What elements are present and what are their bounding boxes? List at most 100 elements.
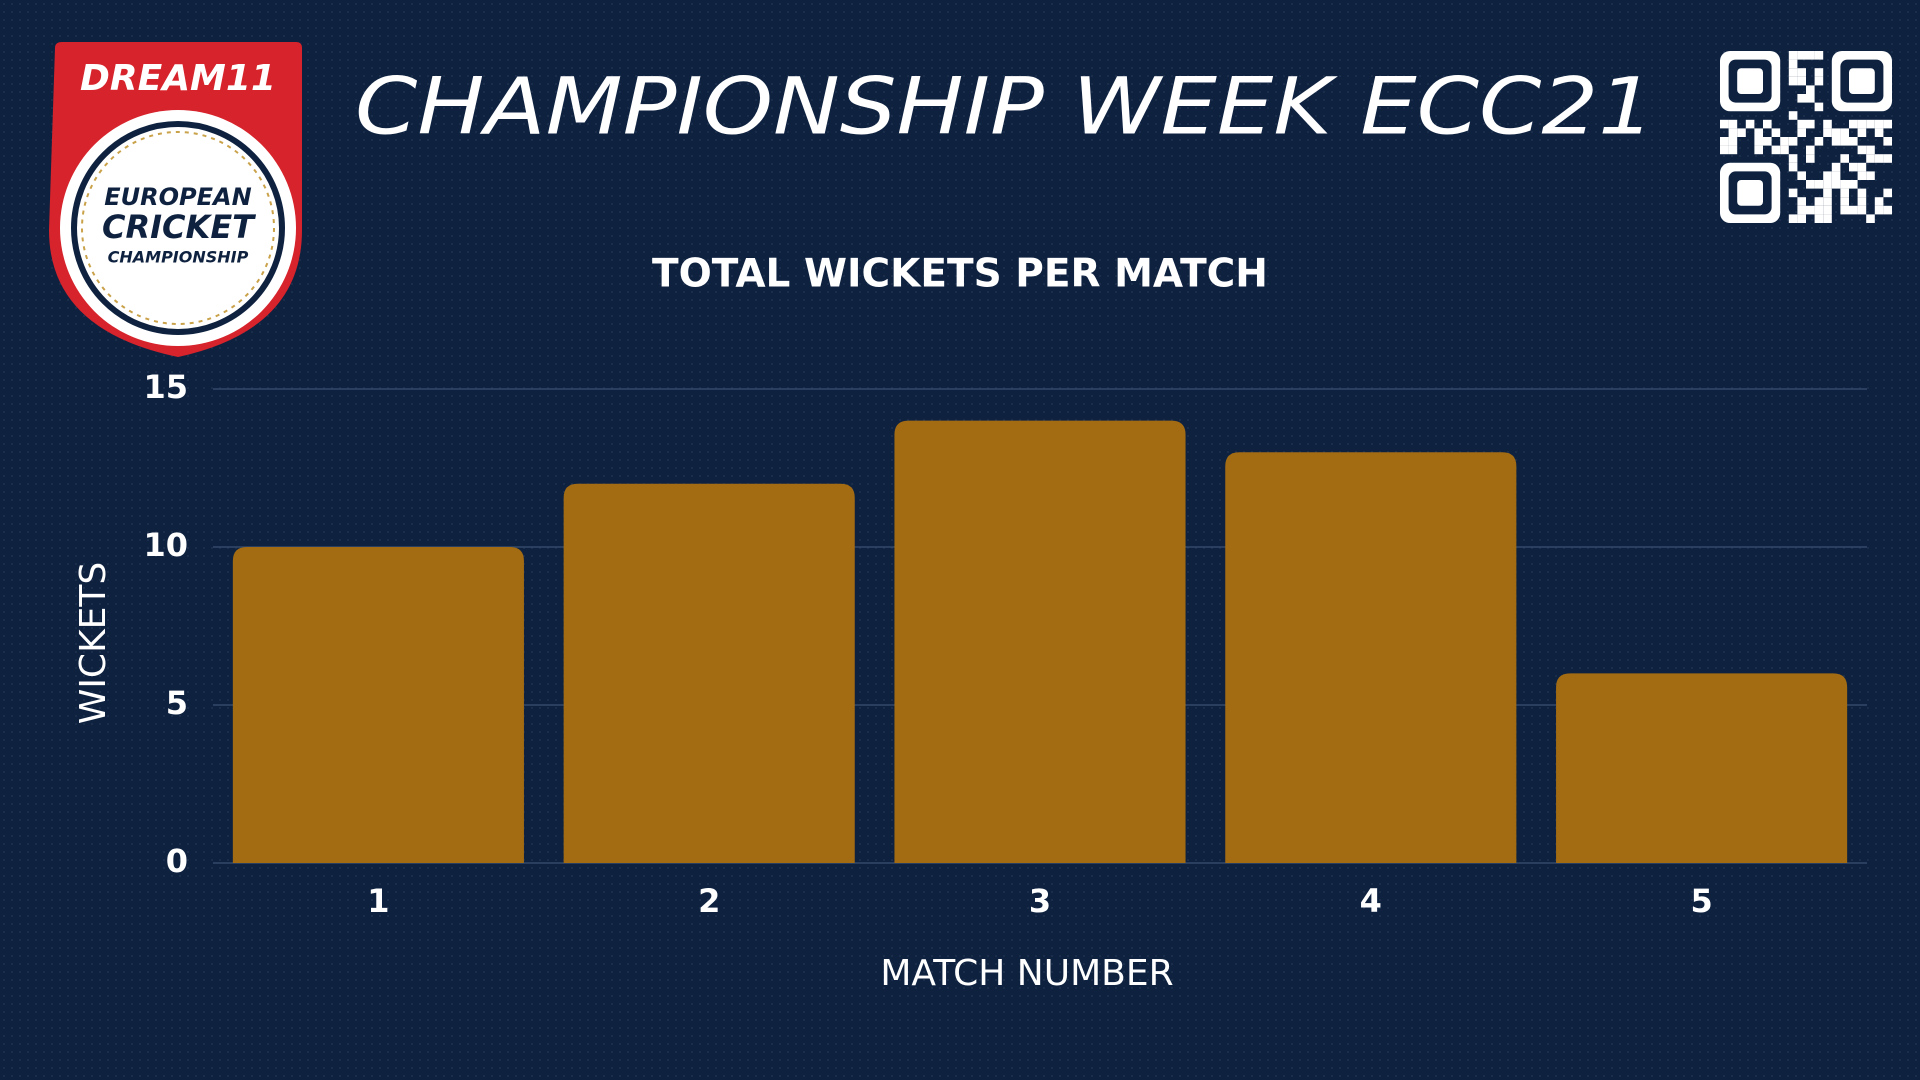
qr-module bbox=[1788, 68, 1798, 77]
qr-module bbox=[1857, 162, 1867, 172]
qr-module bbox=[1814, 51, 1824, 60]
y-tick-label: 15 bbox=[143, 368, 188, 406]
qr-module bbox=[1806, 85, 1815, 94]
qr-module bbox=[1806, 180, 1815, 189]
qr-module bbox=[1797, 214, 1806, 223]
qr-module bbox=[1771, 145, 1781, 155]
qr-finder bbox=[1737, 180, 1763, 206]
y-tick-label: 5 bbox=[166, 684, 188, 722]
qr-module bbox=[1720, 137, 1729, 146]
qr-module bbox=[1883, 188, 1892, 198]
qr-module bbox=[1728, 137, 1738, 146]
qr-module bbox=[1874, 119, 1884, 129]
qr-module bbox=[1814, 76, 1824, 86]
qr-module bbox=[1874, 197, 1884, 206]
qr-module bbox=[1797, 51, 1806, 60]
qr-module bbox=[1806, 119, 1815, 129]
logo-ring bbox=[71, 121, 285, 335]
chart-title: TOTAL WICKETS PER MATCH bbox=[652, 252, 1268, 297]
qr-module bbox=[1797, 94, 1806, 103]
bar bbox=[1225, 452, 1517, 863]
qr-module bbox=[1788, 51, 1798, 60]
qr-module bbox=[1874, 154, 1884, 163]
qr-module bbox=[1814, 205, 1824, 215]
page-title: CHAMPIONSHIP WEEK ECC21 bbox=[355, 62, 1655, 152]
qr-module bbox=[1840, 137, 1849, 146]
qr-module bbox=[1763, 137, 1772, 146]
qr-module bbox=[1728, 145, 1738, 155]
qr-module bbox=[1814, 180, 1824, 189]
qr-module bbox=[1788, 111, 1798, 120]
bar bbox=[232, 547, 524, 863]
qr-module bbox=[1814, 197, 1824, 206]
qr-module bbox=[1883, 119, 1892, 129]
qr-module bbox=[1823, 214, 1832, 223]
qr-module bbox=[1797, 205, 1806, 215]
logo-brand: DREAM11 bbox=[80, 58, 276, 99]
qr-module bbox=[1857, 145, 1867, 155]
qr-module bbox=[1823, 180, 1832, 189]
qr-module bbox=[1814, 102, 1824, 112]
qr-module bbox=[1745, 119, 1755, 129]
qr-module bbox=[1849, 137, 1858, 146]
qr-module bbox=[1771, 128, 1781, 137]
qr-module bbox=[1840, 128, 1849, 137]
logo: DREAM11 EUROPEAN CRICKET CHAMPIONSHIP bbox=[49, 42, 302, 357]
qr-module bbox=[1840, 188, 1849, 198]
qr-finder bbox=[1737, 68, 1763, 94]
logo-text: CRICKET bbox=[102, 208, 256, 246]
qr-module bbox=[1814, 214, 1824, 223]
qr-module bbox=[1797, 128, 1806, 137]
qr-module bbox=[1780, 137, 1789, 146]
qr-module bbox=[1754, 137, 1763, 146]
y-axis-label: WICKETS bbox=[73, 562, 114, 725]
qr-code bbox=[1720, 51, 1892, 223]
qr-module bbox=[1797, 68, 1806, 77]
qr-module bbox=[1874, 128, 1884, 137]
qr-module bbox=[1806, 51, 1815, 60]
qr-module bbox=[1788, 214, 1798, 223]
qr-module bbox=[1823, 119, 1832, 129]
qr-module bbox=[1866, 119, 1875, 129]
qr-module bbox=[1788, 154, 1798, 163]
qr-module bbox=[1866, 171, 1875, 180]
qr-module bbox=[1754, 128, 1763, 137]
bar bbox=[894, 420, 1186, 863]
qr-module bbox=[1814, 137, 1824, 146]
qr-module bbox=[1737, 128, 1746, 137]
qr-module bbox=[1823, 171, 1832, 180]
x-tick-label: 5 bbox=[1690, 882, 1712, 920]
logo-text: EUROPEAN bbox=[104, 183, 251, 211]
qr-module bbox=[1874, 205, 1884, 215]
qr-module bbox=[1823, 205, 1832, 215]
qr-module bbox=[1849, 205, 1858, 215]
qr-module bbox=[1806, 145, 1815, 155]
qr-module bbox=[1788, 188, 1798, 198]
qr-module bbox=[1866, 145, 1875, 155]
qr-module bbox=[1728, 128, 1738, 137]
qr-module bbox=[1831, 128, 1841, 137]
qr-module bbox=[1806, 205, 1815, 215]
qr-module bbox=[1763, 119, 1772, 129]
qr-module bbox=[1823, 188, 1832, 198]
qr-module bbox=[1720, 145, 1729, 155]
qr-module bbox=[1823, 197, 1832, 206]
qr-module bbox=[1797, 171, 1806, 180]
qr-module bbox=[1857, 188, 1867, 198]
qr-module bbox=[1797, 76, 1806, 86]
qr-module bbox=[1849, 119, 1858, 129]
y-tick-label: 10 bbox=[143, 526, 188, 564]
qr-module bbox=[1806, 94, 1815, 103]
bar bbox=[1556, 673, 1848, 863]
qr-module bbox=[1788, 76, 1798, 86]
y-tick-label: 0 bbox=[166, 842, 188, 880]
x-tick-label: 1 bbox=[367, 882, 389, 920]
qr-module bbox=[1788, 162, 1798, 172]
qr-module bbox=[1831, 162, 1841, 172]
qr-module bbox=[1883, 137, 1892, 146]
qr-module bbox=[1883, 205, 1892, 215]
qr-module bbox=[1866, 154, 1875, 163]
qr-module bbox=[1849, 180, 1858, 189]
qr-module bbox=[1720, 119, 1729, 129]
